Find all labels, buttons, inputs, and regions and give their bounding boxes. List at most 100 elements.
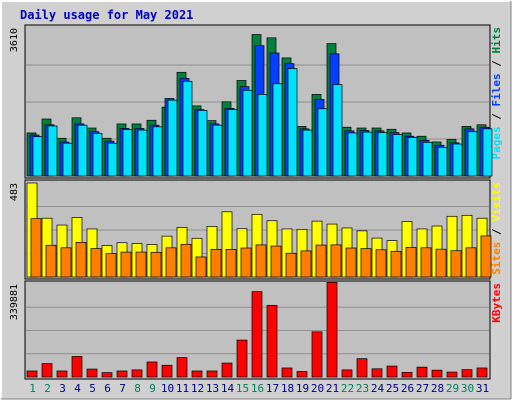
bar-kbytes-day-28 (431, 369, 443, 378)
legend-visits: Sites / Visits (490, 182, 503, 275)
bar-kbytes-day-22 (341, 369, 353, 378)
day-label: 29 (446, 382, 459, 395)
legend-part: Files (490, 73, 503, 106)
day-label: 15 (236, 382, 249, 395)
bar-sites-day-16 (255, 244, 267, 278)
day-label: 5 (89, 382, 96, 395)
bar-sites-day-22 (345, 247, 357, 278)
day-label: 16 (251, 382, 264, 395)
chart-panels: 3610 Pages / Files / Hits 483 Sites / Visit… (9, 24, 503, 380)
bar-sites-day-6 (105, 253, 117, 278)
day-label: 21 (326, 382, 339, 395)
day-label: 9 (149, 382, 156, 395)
bar-kbytes-day-14 (221, 362, 233, 378)
bar-pages-day-6 (107, 142, 118, 177)
bar-sites-day-14 (225, 249, 237, 278)
bar-pages-day-14 (227, 109, 238, 177)
day-label: 30 (461, 382, 474, 395)
bar-sites-day-4 (75, 242, 87, 278)
bar-sites-day-30 (465, 247, 477, 278)
bar-sites-day-15 (240, 247, 252, 278)
bar-sites-day-3 (60, 247, 72, 278)
bar-pages-day-7 (122, 129, 133, 177)
series-kbytes (26, 281, 488, 378)
day-label: 23 (356, 382, 369, 395)
bar-pages-day-24 (377, 132, 388, 177)
bar-sites-day-1 (30, 218, 42, 278)
day-label: 1 (29, 382, 36, 395)
day-labels: 1 2 3 4 5 6 7 8 9 10 11 12 13 14 15 16 17 18 19 20 21 22 23 24 2… (29, 382, 489, 395)
bar-sites-day-29 (450, 250, 462, 278)
bar-sites-day-13 (210, 249, 222, 278)
bar-pages-day-13 (212, 124, 223, 177)
bar-pages-day-12 (197, 110, 208, 177)
bar-pages-day-30 (467, 131, 478, 177)
series-pages (32, 68, 493, 177)
bar-sites-day-24 (375, 249, 387, 278)
day-label: 4 (74, 382, 81, 395)
bar-kbytes-day-9 (146, 361, 158, 378)
day-label: 7 (119, 382, 126, 395)
bar-kbytes-day-6 (101, 372, 113, 378)
day-label: 20 (311, 382, 324, 395)
day-label: 31 (476, 382, 489, 395)
day-label: 12 (191, 382, 204, 395)
bar-sites-day-12 (195, 256, 207, 278)
chart-title: Daily usage for May 2021 (20, 8, 193, 22)
legend-part: Hits (490, 27, 503, 54)
bar-pages-day-25 (392, 134, 403, 177)
bar-kbytes-day-3 (56, 370, 68, 378)
bar-kbytes-day-12 (191, 370, 203, 378)
bar-sites-day-2 (45, 244, 57, 278)
bar-pages-day-29 (452, 143, 463, 177)
bar-kbytes-day-20 (311, 331, 323, 378)
bar-pages-day-21 (332, 84, 343, 177)
bar-pages-day-3 (62, 142, 73, 177)
bar-pages-day-11 (182, 80, 193, 177)
bar-pages-day-20 (317, 108, 328, 177)
bar-kbytes-day-10 (161, 364, 173, 378)
day-label: 26 (401, 382, 414, 395)
legend-part: / (490, 54, 503, 74)
legend-traffic: Pages / Files / Hits (490, 27, 503, 160)
bar-kbytes-day-18 (281, 367, 293, 378)
bar-pages-day-8 (137, 129, 148, 177)
y-axis-max-label: 3610 (9, 28, 20, 52)
bar-pages-day-17 (272, 83, 283, 177)
bar-pages-day-26 (407, 137, 418, 177)
bar-kbytes-day-5 (86, 368, 98, 378)
bar-sites-day-17 (270, 245, 282, 278)
bar-sites-day-9 (150, 251, 162, 278)
bar-pages-day-16 (257, 94, 268, 177)
bar-kbytes-day-25 (386, 365, 398, 378)
y-axis-max-label: 339881 (9, 284, 20, 320)
day-label: 8 (134, 382, 141, 395)
bar-sites-day-5 (90, 248, 102, 278)
legend-part: / (490, 222, 503, 242)
bar-sites-day-20 (315, 244, 327, 278)
legend-part: / (490, 107, 503, 127)
bar-kbytes-day-17 (266, 304, 278, 378)
bar-sites-day-23 (360, 248, 372, 278)
y-axis-max-label: 483 (9, 183, 20, 201)
bar-pages-day-5 (92, 133, 103, 177)
series-sites (30, 218, 492, 278)
legend-part: Sites (490, 242, 503, 275)
bar-pages-day-27 (422, 142, 433, 177)
bar-sites-day-25 (390, 250, 402, 278)
bar-sites-day-7 (120, 251, 132, 278)
bar-kbytes-day-7 (116, 370, 128, 378)
day-label: 27 (416, 382, 429, 395)
day-label: 17 (266, 382, 279, 395)
bar-sites-day-8 (135, 251, 147, 278)
bar-sites-day-28 (435, 248, 447, 278)
bar-sites-day-18 (285, 252, 297, 278)
legend-kbytes: KBytes (490, 283, 503, 323)
bar-pages-day-28 (437, 146, 448, 177)
bar-kbytes-day-21 (326, 281, 338, 378)
bar-sites-day-27 (420, 247, 432, 278)
bar-kbytes-day-29 (446, 371, 458, 378)
bar-kbytes-day-27 (416, 366, 428, 378)
bar-kbytes-day-11 (176, 357, 188, 378)
